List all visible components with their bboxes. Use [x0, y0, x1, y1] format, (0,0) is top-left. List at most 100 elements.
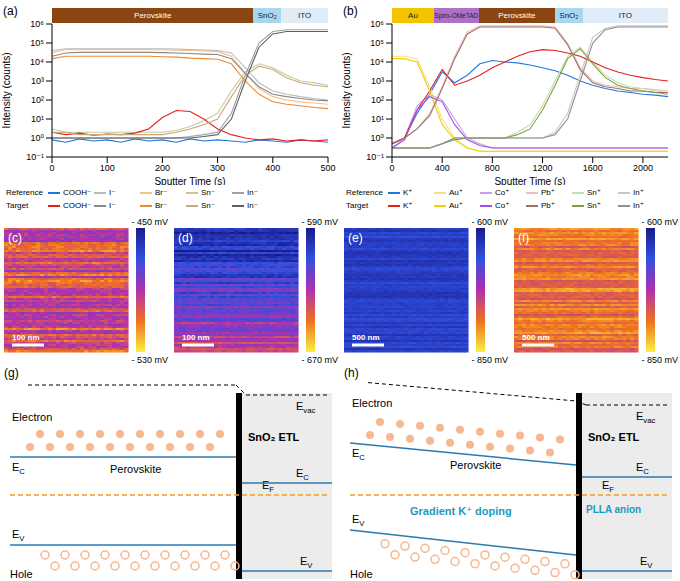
svg-text:1200: 1200: [533, 163, 553, 173]
svg-text:2000: 2000: [633, 163, 653, 173]
svg-text:(g): (g): [8, 366, 19, 380]
svg-text:SnO₂ ETL: SnO₂ ETL: [248, 431, 300, 443]
svg-text:Intensity (counts): Intensity (counts): [8, 52, 12, 128]
svg-text:300: 300: [210, 163, 225, 173]
svg-text:SnO₂ ETL: SnO₂ ETL: [588, 431, 640, 443]
html-text:Au⁺: Au⁺: [449, 188, 463, 197]
html-text:In⁻: In⁻: [247, 188, 258, 197]
svg-text:500: 500: [320, 163, 335, 173]
svg-text:10⁴: 10⁴: [370, 57, 384, 67]
svg-text:10²: 10²: [31, 95, 44, 105]
svg-text:EC: EC: [636, 461, 649, 476]
html-text:SnO₂: SnO₂: [257, 11, 277, 20]
html-text:Target: Target: [6, 201, 29, 210]
svg-text:Evac: Evac: [636, 410, 655, 425]
svg-text:EV: EV: [352, 513, 365, 528]
svg-text:(h): (h): [344, 366, 359, 380]
html-text:K⁺: K⁺: [403, 201, 413, 210]
svg-text:- 530 mV: - 530 mV: [131, 355, 168, 365]
svg-text:10¹: 10¹: [371, 114, 384, 124]
html-text:Br⁻: Br⁻: [155, 188, 168, 197]
svg-text:10⁶: 10⁶: [370, 19, 384, 29]
html-text:COOH⁻: COOH⁻: [63, 188, 92, 197]
svg-text:10³: 10³: [371, 76, 384, 86]
html-text:COOH⁻: COOH⁻: [63, 201, 92, 210]
svg-text:100: 100: [100, 163, 115, 173]
svg-text:10⁵: 10⁵: [370, 38, 384, 48]
svg-text:0: 0: [49, 163, 54, 173]
svg-text:10¹: 10¹: [31, 114, 44, 124]
html-text:(b): (b): [343, 4, 358, 18]
html-text:In⁺: In⁺: [633, 188, 644, 197]
svg-text:(e): (e): [348, 231, 363, 245]
svg-text:EC: EC: [352, 447, 365, 462]
svg-text:- 450 mV: - 450 mV: [131, 217, 168, 227]
svg-text:100 nm: 100 nm: [182, 333, 210, 342]
html-text:Reference: Reference: [346, 188, 383, 197]
svg-text:400: 400: [435, 163, 450, 173]
html-text:Sn⁺: Sn⁺: [587, 188, 601, 197]
svg-text:Sputter Time (s): Sputter Time (s): [154, 176, 225, 185]
html-text:Sn⁻: Sn⁻: [201, 201, 215, 210]
svg-text:PLLA anion: PLLA anion: [586, 504, 641, 515]
svg-text:- 670 mV: - 670 mV: [301, 355, 338, 365]
svg-text:1600: 1600: [583, 163, 603, 173]
svg-text:Hole: Hole: [350, 568, 373, 580]
svg-text:(d): (d): [178, 231, 193, 245]
svg-text:10⁰: 10⁰: [30, 133, 44, 143]
svg-text:10⁵: 10⁵: [30, 38, 44, 48]
svg-text:- 590 mV: - 590 mV: [301, 217, 338, 227]
svg-text:Evac: Evac: [296, 400, 315, 415]
svg-text:- 600 mV: - 600 mV: [471, 217, 508, 227]
svg-text:500 nm: 500 nm: [352, 333, 380, 342]
html-text:Br⁻: Br⁻: [155, 201, 168, 210]
svg-text:EF: EF: [262, 479, 274, 494]
svg-text:500 nm: 500 nm: [522, 333, 550, 342]
svg-text:Electron: Electron: [12, 411, 52, 423]
html-text:Reference: Reference: [6, 188, 43, 197]
svg-text:0: 0: [389, 163, 394, 173]
html-text:Sn⁻: Sn⁻: [201, 188, 215, 197]
html-text:SnO₂: SnO₂: [559, 11, 579, 20]
svg-text:10³: 10³: [31, 76, 44, 86]
svg-text:Hole: Hole: [10, 568, 33, 580]
html-text:Perovskite: Perovskite: [498, 11, 536, 20]
html-text:ITO: ITO: [297, 11, 312, 20]
svg-text:10⁻¹: 10⁻¹: [26, 152, 44, 162]
svg-text:- 850 mV: - 850 mV: [471, 355, 508, 365]
html-text:Co⁺: Co⁺: [495, 188, 510, 197]
svg-text:EC: EC: [12, 461, 25, 476]
svg-text:EC: EC: [296, 467, 309, 482]
svg-text:10⁻¹: 10⁻¹: [366, 152, 384, 162]
html-text:(a): (a): [3, 4, 18, 18]
svg-text:- 850 mV: - 850 mV: [641, 355, 672, 365]
svg-text:10⁰: 10⁰: [370, 133, 384, 143]
svg-text:Perovskite: Perovskite: [110, 463, 161, 475]
svg-text:800: 800: [485, 163, 500, 173]
html-text:ITO: ITO: [618, 11, 632, 20]
html-text:Pb⁺: Pb⁺: [541, 188, 555, 197]
svg-text:10⁴: 10⁴: [30, 57, 44, 67]
svg-text:Intensity (counts): Intensity (counts): [341, 52, 352, 128]
html-text:Perovskite: Perovskite: [134, 11, 172, 20]
svg-text:EV: EV: [12, 528, 25, 543]
svg-text:200: 200: [155, 163, 170, 173]
svg-text:EF: EF: [602, 479, 614, 494]
svg-text:Electron: Electron: [352, 397, 392, 409]
svg-text:Perovskite: Perovskite: [450, 459, 501, 471]
html-text:Au: Au: [408, 11, 418, 20]
svg-text:- 600 mV: - 600 mV: [641, 217, 672, 227]
svg-text:(c): (c): [8, 231, 22, 245]
html-text:In⁻: In⁻: [247, 201, 258, 210]
html-text:K⁺: K⁺: [403, 188, 413, 197]
svg-text:Gradient K⁺ doping: Gradient K⁺ doping: [410, 505, 512, 517]
svg-text:10²: 10²: [371, 95, 384, 105]
svg-text:Sputter Time (s): Sputter Time (s): [494, 176, 565, 185]
svg-text:EV: EV: [300, 555, 313, 570]
svg-text:100 nm: 100 nm: [12, 333, 40, 342]
svg-text:10⁶: 10⁶: [30, 19, 44, 29]
svg-text:(f): (f): [518, 231, 529, 245]
svg-text:EV: EV: [640, 555, 653, 570]
svg-text:400: 400: [265, 163, 280, 173]
html-text:Target: Target: [346, 201, 369, 210]
